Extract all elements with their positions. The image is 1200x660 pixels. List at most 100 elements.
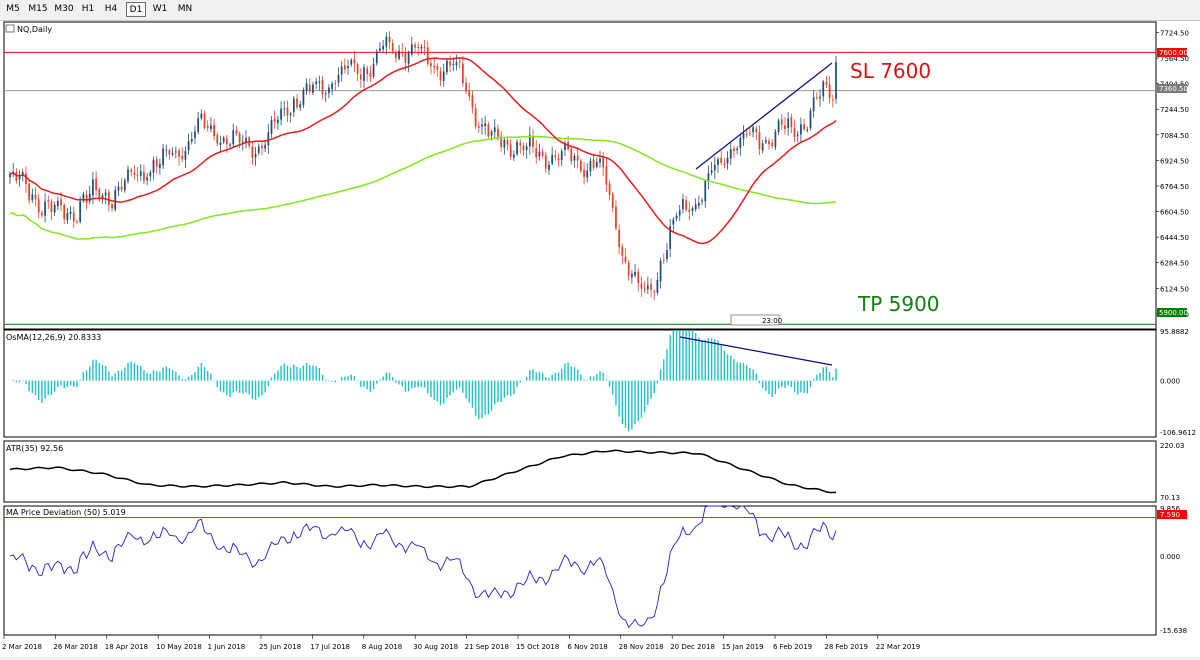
candle	[66, 208, 69, 225]
candle	[398, 44, 400, 61]
candle-body	[815, 97, 818, 99]
candle-body	[171, 152, 174, 155]
timeframe-m30-button[interactable]: M30	[54, 4, 74, 14]
candle	[723, 158, 726, 169]
candle	[528, 126, 531, 155]
candle	[63, 203, 66, 225]
candle	[273, 110, 276, 130]
chart-canvas[interactable]: 7724.507564.507404.507244.507084.506924.…	[0, 21, 1200, 657]
timeframe-w1-button[interactable]: W1	[152, 4, 168, 14]
candle-body	[159, 163, 161, 168]
candle-body	[21, 172, 24, 176]
candle-body	[675, 215, 678, 219]
time-tick-label: 30 Aug 2018	[413, 643, 458, 651]
candle	[420, 43, 423, 54]
candle-body	[347, 66, 349, 69]
candle-body	[219, 142, 222, 146]
candle	[493, 118, 496, 140]
time-tick-label: 18 Apr 2018	[105, 643, 148, 651]
candle	[363, 64, 365, 89]
candle-body	[117, 186, 120, 191]
atr-tick-label: 220.03	[1160, 442, 1185, 450]
candle	[784, 117, 786, 135]
candle	[729, 141, 732, 166]
candle-body	[324, 93, 327, 95]
candle-body	[385, 36, 388, 47]
candle	[356, 62, 359, 82]
candle	[120, 178, 123, 192]
candle	[726, 151, 729, 170]
timeframe-m5-button[interactable]: M5	[6, 4, 20, 14]
candle	[401, 43, 404, 58]
candle	[407, 50, 410, 73]
candle-body	[608, 183, 611, 196]
candle-body	[650, 284, 652, 290]
candle-body	[210, 125, 212, 130]
candle-body	[79, 201, 82, 222]
price-tick-label: 7564.50	[1160, 55, 1189, 63]
candle-body	[123, 180, 126, 191]
candle-body	[315, 81, 318, 85]
candle-body	[25, 173, 27, 185]
candle	[739, 134, 742, 156]
candle-body	[107, 192, 110, 205]
candle-body	[28, 183, 31, 201]
candle	[277, 115, 279, 130]
osma-tick-label: 95.8882	[1160, 328, 1189, 336]
candle-body	[835, 61, 837, 99]
ma-slow-line	[9, 135, 837, 240]
candle	[350, 58, 353, 67]
candle	[541, 148, 544, 159]
chart-icon	[5, 24, 15, 33]
candle-body	[343, 65, 346, 70]
candle-body	[516, 141, 518, 155]
candle-body	[736, 148, 739, 151]
candle	[471, 90, 474, 114]
candle	[241, 134, 244, 151]
candle	[117, 181, 120, 197]
candle-body	[669, 225, 672, 249]
candle-body	[685, 200, 687, 210]
chart-window[interactable]: 7724.507564.507404.507244.507084.506924.…	[0, 21, 1200, 657]
candle-body	[691, 208, 694, 211]
candle	[270, 116, 273, 138]
candle	[662, 253, 665, 265]
candle	[812, 90, 815, 118]
candle-body	[742, 133, 745, 139]
candle	[666, 243, 668, 263]
candle-body	[755, 128, 758, 133]
timeframe-d1-button[interactable]: D1	[126, 2, 146, 17]
candle-body	[672, 219, 675, 225]
candle-body	[656, 279, 659, 293]
timeframe-h4-button[interactable]: H4	[104, 4, 118, 14]
time-tick-label: 21 Sep 2018	[465, 643, 509, 651]
time-tick-label: 26 Mar 2018	[53, 643, 97, 651]
candle	[532, 129, 534, 154]
madev-pane	[3, 505, 1157, 636]
candle-body	[254, 154, 257, 158]
candle-body	[720, 157, 723, 163]
candle-body	[605, 166, 608, 185]
candle	[28, 179, 31, 205]
candle-body	[18, 176, 21, 180]
timeframe-m15-button[interactable]: M15	[28, 4, 48, 14]
candle	[544, 151, 547, 173]
candle-body	[433, 65, 436, 68]
candle-body	[417, 47, 420, 49]
candle-body	[828, 84, 831, 99]
timeframe-h1-button[interactable]: H1	[81, 4, 95, 14]
candle	[688, 202, 691, 221]
candle-body	[586, 170, 589, 178]
candle-body	[812, 97, 815, 112]
candle-body	[366, 68, 369, 74]
candle	[430, 59, 432, 75]
timeframe-mn-button[interactable]: MN	[177, 4, 193, 14]
candle	[548, 160, 550, 176]
price-tick-label: 6124.50	[1160, 285, 1189, 293]
madev-line	[9, 505, 837, 629]
candle	[650, 278, 652, 298]
candle	[111, 202, 113, 212]
candle	[292, 95, 295, 118]
candle-body	[809, 110, 812, 129]
candle-body	[678, 210, 681, 216]
